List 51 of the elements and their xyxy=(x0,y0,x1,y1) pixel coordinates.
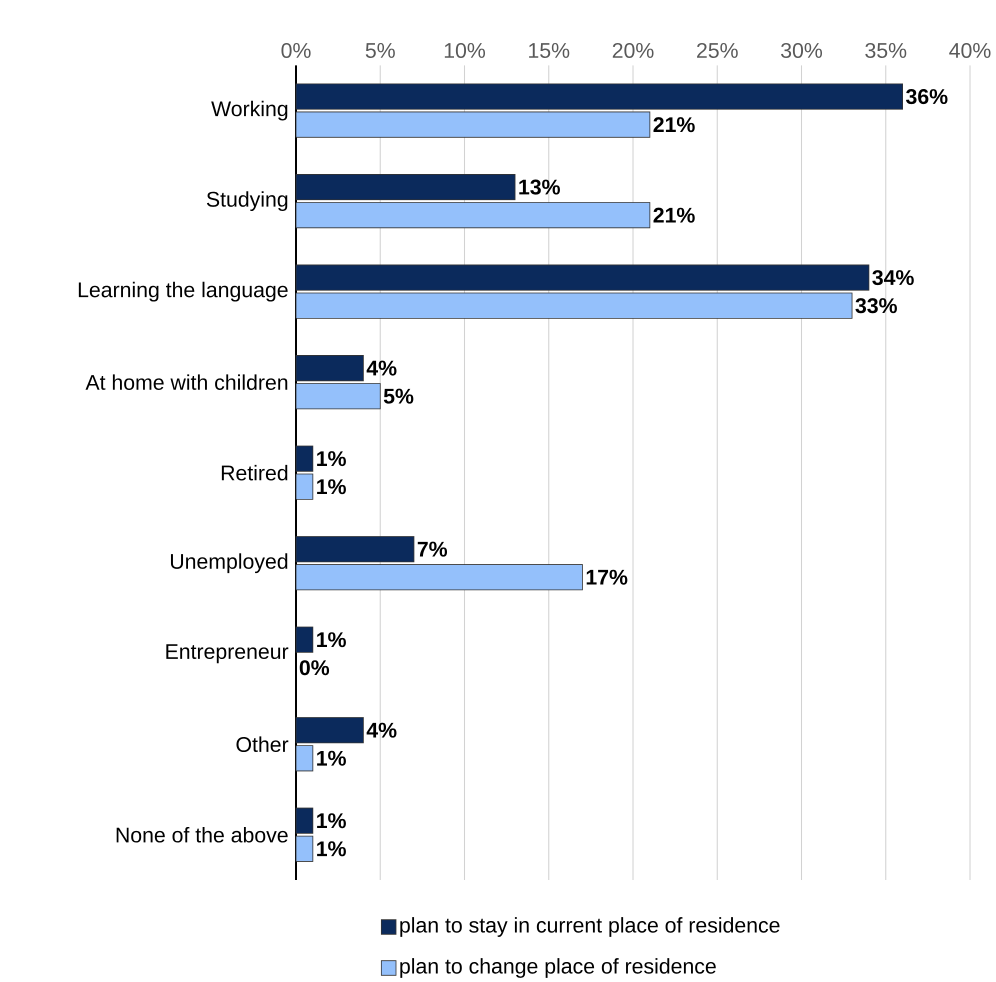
bar xyxy=(296,292,852,319)
x-tick-label: 15% xyxy=(529,43,570,58)
x-tick-label: 10% xyxy=(444,42,486,58)
legend-label: plan to change place of residence xyxy=(400,958,716,978)
bar xyxy=(296,264,870,291)
x-tick-label: 40% xyxy=(949,42,991,58)
x-tick-label: 0% xyxy=(281,42,311,58)
bar xyxy=(296,474,314,500)
bar xyxy=(296,564,583,590)
data-label: 21% xyxy=(654,208,695,223)
data-label: 1% xyxy=(317,451,346,466)
bar xyxy=(296,174,516,200)
data-label: 17% xyxy=(586,570,628,585)
bar xyxy=(296,383,381,410)
data-label: 1% xyxy=(317,841,346,856)
x-tick-label: 35% xyxy=(865,42,906,58)
bar xyxy=(296,355,364,382)
legend-label: plan to stay in current place of residence xyxy=(400,917,780,937)
x-tick-label: 30% xyxy=(781,42,822,58)
data-label: 1% xyxy=(317,750,346,766)
y-tick-label: Studying xyxy=(206,191,288,212)
y-tick-label: None of the above xyxy=(116,826,288,843)
data-label: 36% xyxy=(906,89,948,104)
x-tick-label: 5% xyxy=(366,43,395,58)
y-tick-label: At home with children xyxy=(86,374,288,390)
data-label: 1% xyxy=(317,479,346,494)
data-label: 13% xyxy=(519,180,560,195)
data-label: 1% xyxy=(317,632,346,648)
bar xyxy=(296,112,650,138)
bar xyxy=(296,83,904,110)
data-label: 1% xyxy=(317,813,346,828)
x-tick-label: 25% xyxy=(697,42,738,58)
data-label: 0% xyxy=(300,660,330,676)
y-tick-label: Retired xyxy=(222,464,288,480)
bar xyxy=(296,202,650,228)
data-label: 5% xyxy=(384,388,414,404)
bar xyxy=(296,536,414,562)
data-label: 34% xyxy=(872,270,914,286)
bar xyxy=(296,626,314,653)
data-label: 7% xyxy=(418,542,448,557)
data-label: 4% xyxy=(366,360,396,376)
y-tick-label: Unemployed xyxy=(170,553,288,574)
y-tick-label: Entrepreneur xyxy=(166,644,288,664)
bar xyxy=(296,446,314,472)
y-tick-label: Learning the language xyxy=(78,282,288,302)
data-label: 33% xyxy=(855,298,897,314)
data-label: 21% xyxy=(654,117,695,132)
y-tick-label: Working xyxy=(211,100,288,121)
data-label: 4% xyxy=(366,722,396,738)
y-tick-label: Other xyxy=(236,736,288,752)
x-tick-label: 20% xyxy=(612,42,654,58)
